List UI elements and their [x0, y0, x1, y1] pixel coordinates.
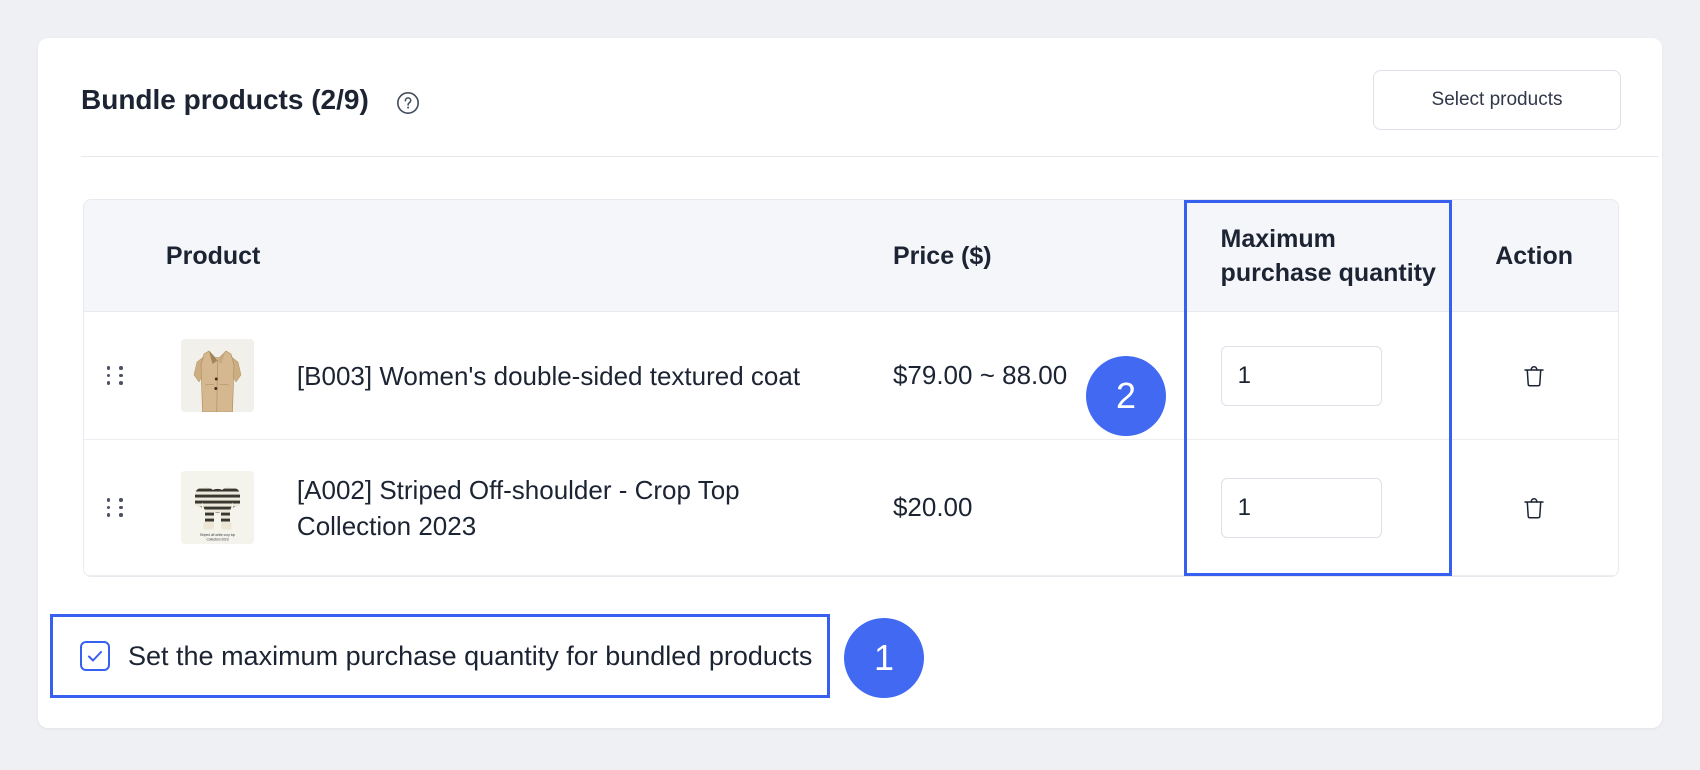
- svg-text:Collection 2023: Collection 2023: [206, 537, 228, 541]
